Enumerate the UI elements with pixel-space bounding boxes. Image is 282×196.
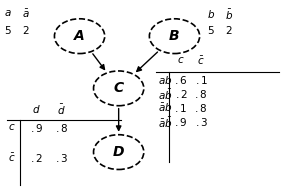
Circle shape <box>149 19 200 54</box>
Text: $\bar{a}\bar{b}$: $\bar{a}\bar{b}$ <box>158 116 172 130</box>
Text: $\bar{b}$: $\bar{b}$ <box>225 8 233 22</box>
Text: $.8$: $.8$ <box>195 102 208 114</box>
Text: $.8$: $.8$ <box>55 122 68 134</box>
Text: $.1$: $.1$ <box>175 102 188 114</box>
Text: A: A <box>74 29 85 43</box>
Text: C: C <box>114 81 124 95</box>
Text: $5$: $5$ <box>207 24 214 36</box>
Text: B: B <box>169 29 180 43</box>
Text: $.8$: $.8$ <box>195 88 208 100</box>
Text: $b$: $b$ <box>207 8 215 20</box>
Text: $\bar{c}$: $\bar{c}$ <box>8 152 16 164</box>
Text: $a\bar{b}$: $a\bar{b}$ <box>158 88 172 102</box>
Text: $.9$: $.9$ <box>30 122 43 134</box>
Text: $\bar{c}$: $\bar{c}$ <box>197 54 205 67</box>
Circle shape <box>54 19 105 54</box>
Text: $.9$: $.9$ <box>174 116 188 128</box>
Text: $.1$: $.1$ <box>195 74 208 86</box>
Text: $\bar{a}$: $\bar{a}$ <box>22 8 30 20</box>
Text: $5$: $5$ <box>4 24 12 36</box>
Text: $c$: $c$ <box>8 122 16 132</box>
Text: $.3$: $.3$ <box>55 152 68 164</box>
Circle shape <box>94 71 144 106</box>
Text: $c$: $c$ <box>177 54 185 64</box>
Text: D: D <box>113 145 124 159</box>
Text: $2$: $2$ <box>22 24 30 36</box>
Text: $d$: $d$ <box>32 103 40 115</box>
Text: $.3$: $.3$ <box>195 116 208 128</box>
Text: $a$: $a$ <box>4 8 12 18</box>
Text: $ab$: $ab$ <box>158 74 172 86</box>
Text: $.2$: $.2$ <box>30 152 43 164</box>
Text: $.6$: $.6$ <box>174 74 188 86</box>
Text: $.2$: $.2$ <box>175 88 187 100</box>
Text: $\bar{a}b$: $\bar{a}b$ <box>158 102 172 114</box>
Circle shape <box>94 135 144 170</box>
Text: $\bar{d}$: $\bar{d}$ <box>57 103 66 117</box>
Text: $2$: $2$ <box>225 24 232 36</box>
